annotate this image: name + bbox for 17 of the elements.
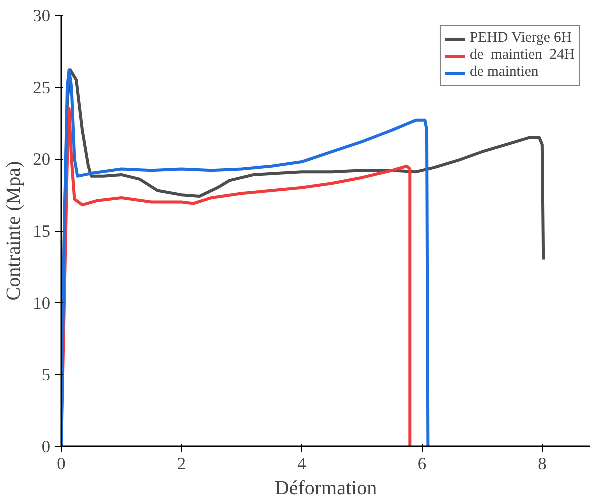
x-tick-label: 6 — [418, 454, 427, 474]
x-tick-label: 4 — [298, 454, 307, 474]
y-axis-title: Contrainte (Mpa) — [3, 161, 26, 301]
y-tick-label: 25 — [33, 78, 50, 98]
y-tick-label: 20 — [33, 150, 50, 170]
x-tick-label: 8 — [538, 454, 547, 474]
legend-label: PEHD Vierge 6H — [470, 30, 572, 47]
x-tick-label: 2 — [177, 454, 186, 474]
y-tick-label: 0 — [42, 438, 51, 456]
legend-label: de maintien 24H — [470, 47, 575, 64]
legend-label: de maintien — [470, 64, 539, 81]
x-tick-label: 0 — [57, 454, 66, 474]
y-tick-label: 5 — [42, 366, 51, 385]
y-tick-label: 10 — [33, 294, 50, 313]
y-tick-label: 15 — [33, 222, 50, 241]
y-tick-label: 30 — [33, 6, 50, 26]
x-axis-title: Déformation — [274, 478, 378, 500]
